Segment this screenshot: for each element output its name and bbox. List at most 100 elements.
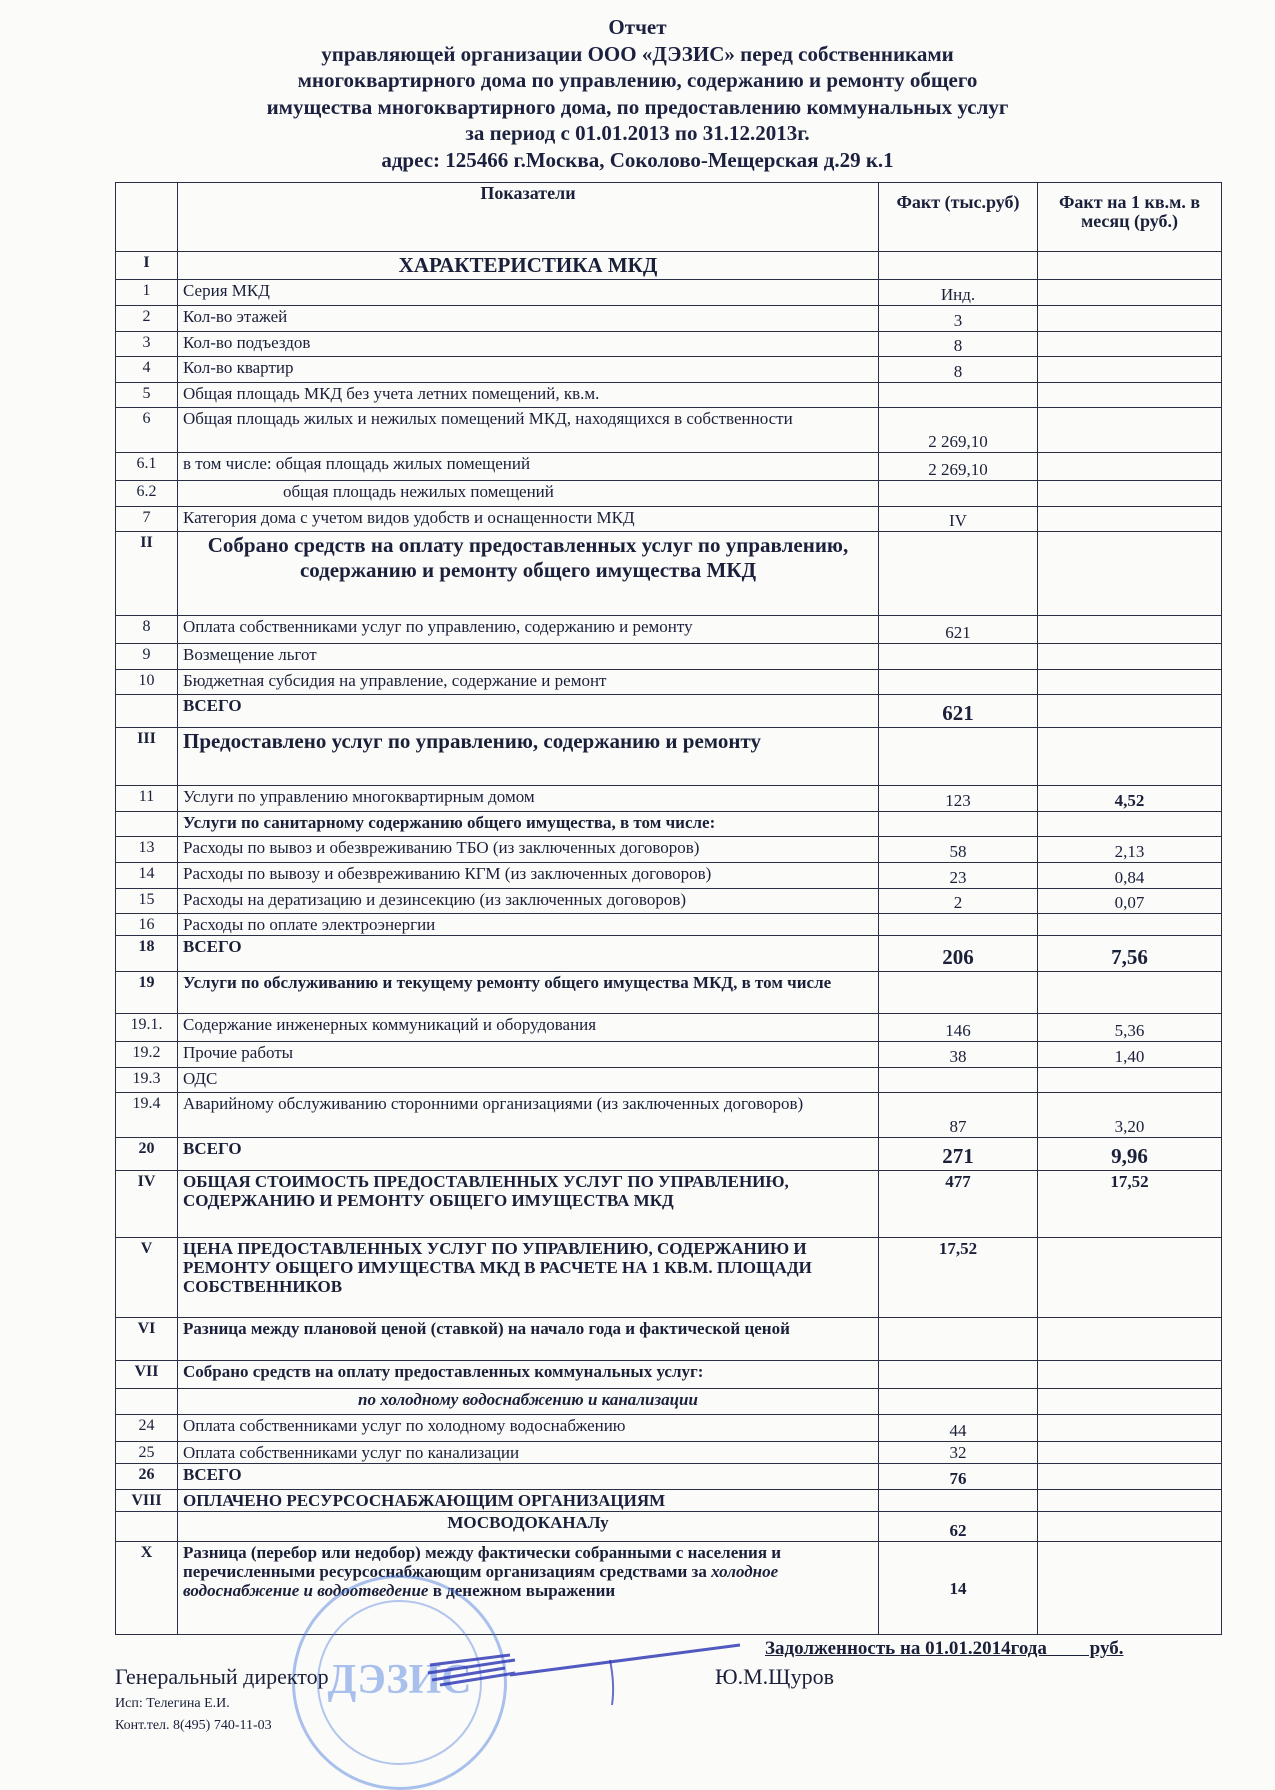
table-row: 25 Оплата собственниками услуг по канализ… [115,1441,1222,1464]
row-label: Возмещение льгот [177,643,879,670]
director-name: Ю.М.Щуров [715,1664,835,1689]
row-number: VIII [115,1489,178,1512]
row-label: Собрано средств на оплату предоставленны… [177,531,879,616]
row-number: 8 [115,615,178,644]
row-number: 9 [115,643,178,670]
fact-value: 32 [878,1441,1038,1464]
table-row: 10 Бюджетная субсидия на управление, соде… [115,669,1222,695]
fact-value: 14 [878,1541,1038,1635]
fact-value: 23 [878,862,1038,889]
fact-value: 621 [878,615,1038,644]
fact-value: 477 [878,1170,1038,1238]
row-number: VI [115,1317,178,1361]
row-label: Содержание инженерных коммуникаций и обо… [177,1013,879,1042]
fact-value [878,251,1038,280]
fact-per-m2-value: 3,20 [1037,1092,1222,1138]
fact-per-m2-value [1037,356,1222,383]
fact-value [878,643,1038,670]
fact-value: 8 [878,331,1038,357]
row-label: по холодному водоснабжению и канализации [177,1388,879,1415]
row-number: 4 [115,356,178,383]
table-row: 24 Оплата собственниками услуг по холодно… [115,1414,1222,1442]
row-number: 25 [115,1441,178,1464]
row-label: Разница (перебор или недобор) между факт… [177,1541,879,1635]
row-number: 14 [115,862,178,889]
fact-per-m2-value [1037,279,1222,306]
table-row: 9 Возмещение льгот [115,643,1222,670]
fact-per-m2-value [1037,1511,1222,1542]
table-row: Услуги по санитарному содержанию общего … [115,811,1222,837]
table-row: VIII ОПЛАЧЕНО РЕСУРСОСНАБЖАЮЩИМ ОРГАНИЗАЦ… [115,1489,1222,1512]
address-line: адрес: 125466 г.Москва, Соколово-Мещерск… [381,147,894,172]
row-number: 6.1 [115,452,178,481]
row-label: Предоставлено услуг по управлению, содер… [177,727,879,786]
row-number: 19.2 [115,1041,178,1068]
fact-per-m2-value: 7,56 [1037,935,1222,972]
fact-value: 2 269,10 [878,407,1038,453]
table-row: V ЦЕНА ПРЕДОСТАВЛЕННЫХ УСЛУГ ПО УПРАВЛЕНИ… [115,1237,1222,1318]
contact-phone: Конт.тел. 8(495) 740-11-03 [115,1718,272,1733]
fact-value [878,480,1038,507]
fact-per-m2-value [1037,1441,1222,1464]
fact-value: 123 [878,785,1038,812]
fact-value: 2 269,10 [878,452,1038,481]
fact-per-m2-value: 4,52 [1037,785,1222,812]
table-row: VI Разница между плановой ценой (ставкой)… [115,1317,1222,1361]
row-number: 10 [115,669,178,695]
row-number: 19.3 [115,1067,178,1093]
table-row: IV ОБЩАЯ СТОИМОСТЬ ПРЕДОСТАВЛЕННЫХ УСЛУГ … [115,1170,1222,1238]
row-number: IV [115,1170,178,1238]
signature [427,1643,741,1706]
row-label: Кол-во этажей [177,305,879,332]
row-label: ОДС [177,1067,879,1093]
row-label: Расходы по оплате электроэнергии [177,913,879,936]
fact-value [878,727,1038,786]
row-label-part: в денежном выражении [428,1581,616,1600]
fact-per-m2-value [1037,694,1222,728]
fact-per-m2-value [1037,480,1222,507]
table-row: 8 Оплата собственниками услуг по управлен… [115,615,1222,644]
table-row: VII Собрано средств на оплату предоставле… [115,1360,1222,1389]
row-label: Услуги по управлению многоквартирным дом… [177,785,879,812]
row-label: Аварийному обслуживанию сторонними орган… [177,1092,879,1138]
table-row: 14 Расходы по вывозу и обезвреживанию КГМ… [115,862,1222,889]
table-row: 26 ВСЕГО 76 [115,1463,1222,1490]
row-number: 13 [115,836,178,863]
fact-per-m2-value [1037,305,1222,332]
table-row: 15 Расходы на дератизацию и дезинсекцию (… [115,888,1222,914]
column-header-fact: Факт (тыс.руб) [878,182,1038,252]
fact-per-m2-value: 5,36 [1037,1013,1222,1042]
fact-per-m2-value [1037,643,1222,670]
row-label: ОПЛАЧЕНО РЕСУРСОСНАБЖАЮЩИМ ОРГАНИЗАЦИЯМ [177,1489,879,1512]
table-row: 18 ВСЕГО 206 7,56 [115,935,1222,972]
table-row: X Разница (перебор или недобор) между фак… [115,1541,1222,1635]
header-line: многоквартирного дома по управлению, сод… [297,68,978,92]
fact-per-m2-value [1037,331,1222,357]
header-line: за период с 01.01.2013 по 31.12.2013г. [465,121,810,145]
row-label: ОБЩАЯ СТОИМОСТЬ ПРЕДОСТАВЛЕННЫХ УСЛУГ ПО… [177,1170,879,1238]
table-row: 3 Кол-во подъездов 8 [115,331,1222,357]
row-number: 7 [115,506,178,532]
row-number: 1 [115,279,178,306]
row-label: Расходы на дератизацию и дезинсекцию (из… [177,888,879,914]
row-number: 19.1. [115,1013,178,1042]
fact-value [878,382,1038,408]
fact-value [878,1360,1038,1389]
fact-per-m2-value [1037,1388,1222,1415]
table-row: 13 Расходы по вывоз и обезвреживанию ТБО … [115,836,1222,863]
report-title: Отчет [608,15,667,39]
row-label: Услуги по обслуживанию и текущему ремонт… [177,971,879,1014]
fact-per-m2-value [1037,1067,1222,1093]
table-row: 19.3 ОДС [115,1067,1222,1093]
row-label: Серия МКД [177,279,879,306]
fact-value: IV [878,506,1038,532]
fact-value: 621 [878,694,1038,728]
row-label: Оплата собственниками услуг по холодному… [177,1414,879,1442]
table-row: 6 Общая площадь жилых и нежилых помещений… [115,407,1222,453]
table-row: 4 Кол-во квартир 8 [115,356,1222,383]
fact-value [878,1067,1038,1093]
table-row: ВСЕГО 621 [115,694,1222,728]
fact-value [878,811,1038,837]
fact-per-m2-value: 17,52 [1037,1170,1222,1238]
row-number [115,811,178,837]
